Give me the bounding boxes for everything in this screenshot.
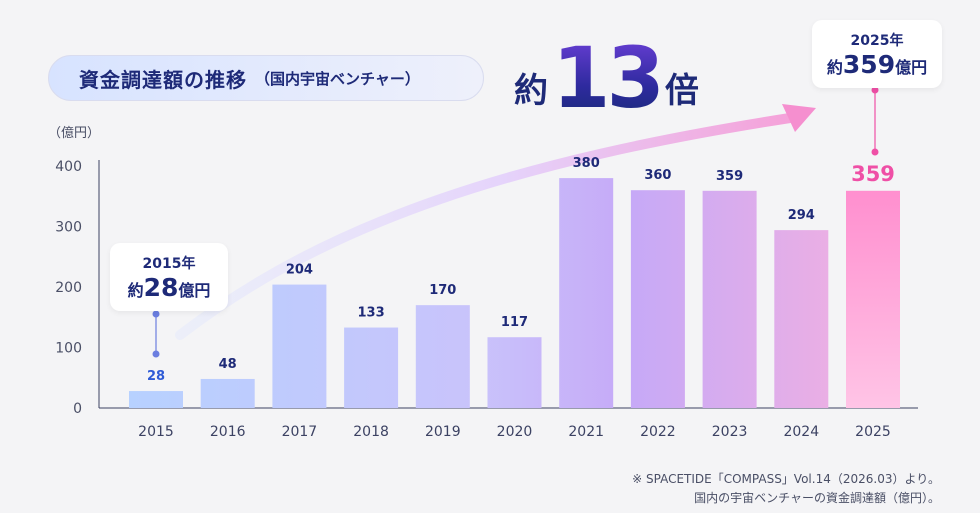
end-connector-dot-bottom [871, 148, 879, 156]
chart-title: 資金調達額の推移 （国内宇宙ベンチャー） [48, 55, 484, 101]
end-connector-dot-top [871, 86, 879, 94]
bar-2019 [415, 305, 470, 408]
data-label-2015: 28 [147, 369, 165, 384]
x-tick-label-2019: 2019 [425, 424, 461, 440]
y-ticks: 0 100 200 300 400 [55, 159, 82, 417]
callout-2025-year: 2025年 [850, 33, 904, 49]
chart-title-sub: （国内宇宙ベンチャー） [255, 69, 420, 88]
y-tick-label-2: 200 [55, 280, 82, 296]
growth-multiplier: 約 13 倍 [514, 36, 699, 120]
bar-2020 [487, 337, 542, 408]
source-line-1: ※ SPACETIDE「COMPASS」Vol.14（2026.03）より。 [632, 472, 940, 486]
y-tick-label-1: 100 [55, 341, 82, 357]
bar-2024 [774, 230, 829, 408]
x-tick-label-2015: 2015 [138, 424, 174, 440]
callout-2025-value: 約359億円 [812, 50, 942, 79]
data-label-2024: 294 [788, 208, 815, 223]
y-tick-label-0: 0 [73, 401, 82, 417]
callout-2025-number: 359 [842, 50, 896, 79]
x-tick-label-2017: 2017 [282, 424, 318, 440]
y-tick-label-4: 400 [55, 159, 82, 175]
bar-2021 [559, 178, 614, 408]
multiplier-prefix: 約 [514, 71, 548, 111]
data-label-2020: 117 [501, 315, 528, 330]
bar-2016 [200, 378, 255, 408]
bar-2022 [630, 190, 685, 408]
bar-2025 [846, 190, 900, 408]
callout-2025-unit: 億円 [895, 58, 928, 77]
x-tick-label-2024: 2024 [783, 424, 819, 440]
callout-2015-prefix: 約 [127, 281, 144, 300]
x-tick-label-2021: 2021 [568, 424, 604, 440]
x-tick-label-2025: 2025 [855, 424, 891, 440]
data-label-2016: 48 [219, 357, 237, 372]
y-axis-unit-label: （億円） [48, 126, 101, 141]
data-labels: 28 48 204 133 170 117 380 360 359 294 359 [147, 156, 895, 384]
x-tick-label-2022: 2022 [640, 424, 676, 440]
data-label-2025: 359 [851, 162, 895, 186]
bar-2017 [272, 284, 327, 408]
x-tick-label-2018: 2018 [353, 424, 389, 440]
data-label-2022: 360 [644, 168, 671, 183]
data-label-2018: 133 [358, 306, 385, 321]
start-connector-dot-top [152, 310, 160, 318]
data-label-2021: 380 [573, 156, 600, 171]
bars [129, 178, 900, 408]
callout-2015-unit: 億円 [178, 281, 211, 300]
data-label-2017: 204 [286, 263, 313, 278]
x-tick-label-2016: 2016 [210, 424, 246, 440]
multiplier-number: 13 [552, 29, 665, 127]
callout-2015-value: 約28億円 [110, 273, 228, 302]
callout-2025: 2025年 約359億円 [812, 20, 942, 88]
callout-2015-number: 28 [143, 273, 179, 302]
bar-2023 [702, 190, 757, 408]
source-note: ※ SPACETIDE「COMPASS」Vol.14（2026.03）より。 国… [632, 470, 940, 508]
source-line-2: 国内の宇宙ベンチャーの資金調達額（億円）。 [694, 491, 940, 505]
bar-2015 [129, 391, 183, 408]
x-tick-labels: 2015 2016 2017 2018 2019 2020 2021 2022 2023 2024… [138, 424, 891, 440]
callout-2015: 2015年 約28億円 [110, 243, 228, 311]
bar-2018 [344, 327, 399, 408]
growth-arrow-head [782, 104, 816, 132]
start-connector-dot-bottom [152, 350, 160, 358]
growth-arrow-line [175, 113, 795, 340]
callout-2025-prefix: 約 [826, 58, 843, 77]
x-tick-label-2023: 2023 [712, 424, 748, 440]
data-label-2019: 170 [429, 283, 456, 298]
callout-2015-year: 2015年 [142, 256, 196, 272]
x-tick-label-2020: 2020 [497, 424, 533, 440]
y-tick-label-3: 300 [55, 220, 82, 236]
multiplier-suffix: 倍 [664, 71, 699, 111]
chart-title-main: 資金調達額の推移 [79, 67, 247, 92]
data-label-2023: 359 [716, 169, 743, 184]
